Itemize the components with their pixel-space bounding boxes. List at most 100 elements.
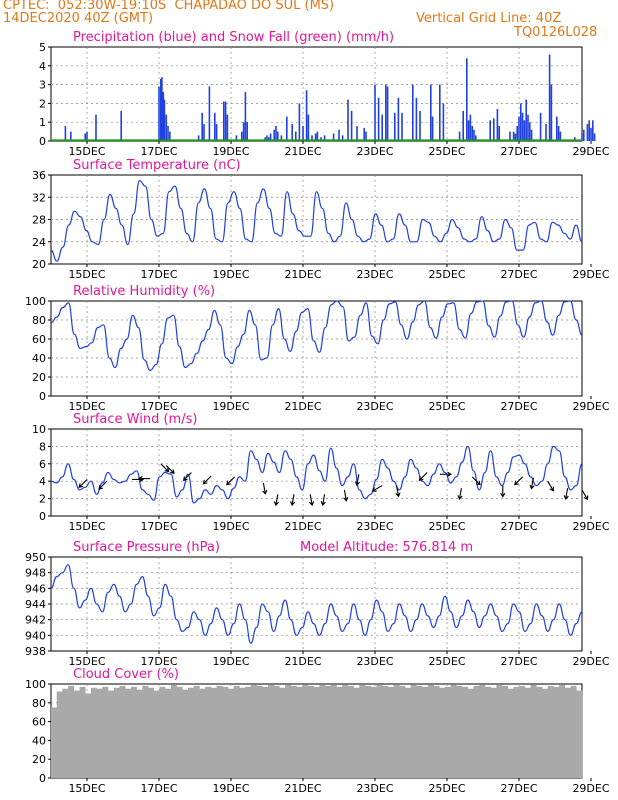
cloud-bar	[279, 687, 286, 778]
x-tick-label: 27DEC	[500, 655, 537, 668]
precip-bar	[269, 133, 272, 141]
cloud-bar	[365, 685, 372, 778]
cloud-bar	[119, 685, 126, 778]
x-tick-label: 29DEC	[572, 782, 609, 795]
panel-pressure: 938 940 942 944 946 948 950 15DEC 17DEC 19DEC 21DE…	[25, 540, 610, 668]
precip-bar	[197, 135, 200, 141]
precip-bar	[280, 135, 283, 141]
y-tick-label: 2	[39, 493, 46, 506]
cloud-bar	[524, 687, 531, 778]
cloud-bar	[102, 686, 109, 778]
x-tick-label: 23DEC	[356, 145, 393, 158]
cloud-bar	[285, 684, 292, 778]
cloud-bar	[559, 684, 566, 778]
precip-bar	[386, 86, 389, 141]
y-tick-label: 40	[32, 352, 46, 365]
cloud-bar	[233, 685, 240, 778]
wind-arrow	[165, 465, 175, 474]
x-tick-label: 21DEC	[284, 145, 321, 158]
precip-bar	[412, 84, 414, 141]
cloud-bar	[376, 684, 383, 778]
cloud-bar	[216, 685, 223, 778]
cloud-bar	[519, 685, 526, 778]
wind-arrow-head	[395, 492, 401, 498]
wind-arrow	[547, 480, 554, 492]
y-tick-label: 100	[25, 678, 46, 691]
panel-temp: 20 24 28 32 36 15DEC 17DEC 19DEC 21DEC 23DEC 25DEC…	[32, 158, 610, 281]
cloud-bar	[353, 687, 360, 778]
precip-bar	[475, 135, 477, 141]
precip-bar	[341, 135, 344, 141]
cloud-bar	[96, 688, 103, 778]
wind-arrow	[262, 482, 266, 494]
precip-bar	[241, 131, 243, 141]
precip-bar	[525, 99, 527, 141]
cloud-bar	[245, 686, 252, 778]
y-tick-label: 20	[32, 753, 46, 766]
cloud-bar	[490, 687, 497, 778]
x-tick-label: 25DEC	[428, 400, 465, 413]
cloud-bar	[444, 686, 451, 778]
precip-bar	[588, 120, 590, 141]
cloud-bar	[148, 687, 155, 778]
x-tick-label: 15DEC	[68, 782, 105, 795]
cloud-bar	[170, 684, 177, 778]
precip-bar	[165, 114, 167, 141]
x-tick-label: 27DEC	[500, 268, 537, 281]
cloud-bar	[90, 687, 97, 778]
cloud-bar	[393, 684, 400, 778]
wind-arrow	[275, 494, 279, 506]
precip-bar	[169, 131, 171, 141]
x-tick-label: 29DEC	[572, 655, 609, 668]
x-tick-label: 27DEC	[500, 400, 537, 413]
precip-bar	[320, 137, 322, 141]
wind-arrow	[565, 488, 569, 500]
cloud-bar	[370, 686, 377, 778]
wind-arrow-head	[549, 486, 555, 492]
precip-bar	[167, 125, 169, 141]
cloud-bar	[73, 690, 80, 778]
cloud-bar	[188, 687, 195, 778]
wind-arrow-head	[262, 489, 268, 495]
wind-arrow-head	[343, 496, 349, 502]
precip-bar	[419, 110, 421, 141]
y-tick-label: 8	[39, 440, 46, 453]
x-tick-label: 27DEC	[500, 520, 537, 533]
precip-bar	[377, 97, 380, 141]
wind-arrow	[530, 477, 534, 489]
cloud-bar	[467, 688, 474, 778]
precip-bar	[509, 131, 511, 141]
precip-bar	[338, 129, 340, 141]
cloud-bar	[113, 687, 120, 778]
x-tick-label: 17DEC	[140, 400, 177, 413]
x-tick-label: 15DEC	[68, 520, 105, 533]
precip-bar	[557, 125, 560, 141]
precip-bar	[493, 118, 495, 141]
header-grid-note: Vertical Grid Line: 40Z	[416, 11, 562, 26]
wind-arrow	[98, 480, 108, 490]
x-tick-label: 17DEC	[140, 268, 177, 281]
precip-bar	[84, 133, 86, 141]
x-tick-label: 23DEC	[356, 268, 393, 281]
x-tick-label: 21DEC	[284, 400, 321, 413]
precip-bar	[86, 131, 88, 141]
wind-arrow-head	[182, 476, 188, 482]
cloud-bar	[405, 687, 412, 778]
header-line1: CPTEC: 052:30W-19:10S CHAPADAO DO SUL (M…	[3, 0, 335, 13]
cloud-bar	[228, 688, 235, 778]
y-tick-label: 946	[25, 582, 46, 595]
y-tick-label: 942	[25, 614, 46, 627]
wind-arrow-head	[273, 501, 279, 507]
cloud-bar	[51, 707, 58, 778]
precip-bar	[332, 133, 335, 141]
x-tick-label: 15DEC	[68, 145, 105, 158]
y-tick-label: 948	[25, 567, 46, 580]
wind-arrow	[78, 479, 88, 488]
cloud-bar	[473, 685, 480, 778]
precip-bar	[158, 86, 160, 141]
x-tick-label: 19DEC	[212, 400, 249, 413]
precip-bar	[120, 110, 122, 141]
series-line-pressure	[50, 564, 583, 644]
wind-arrow-head	[529, 484, 535, 490]
